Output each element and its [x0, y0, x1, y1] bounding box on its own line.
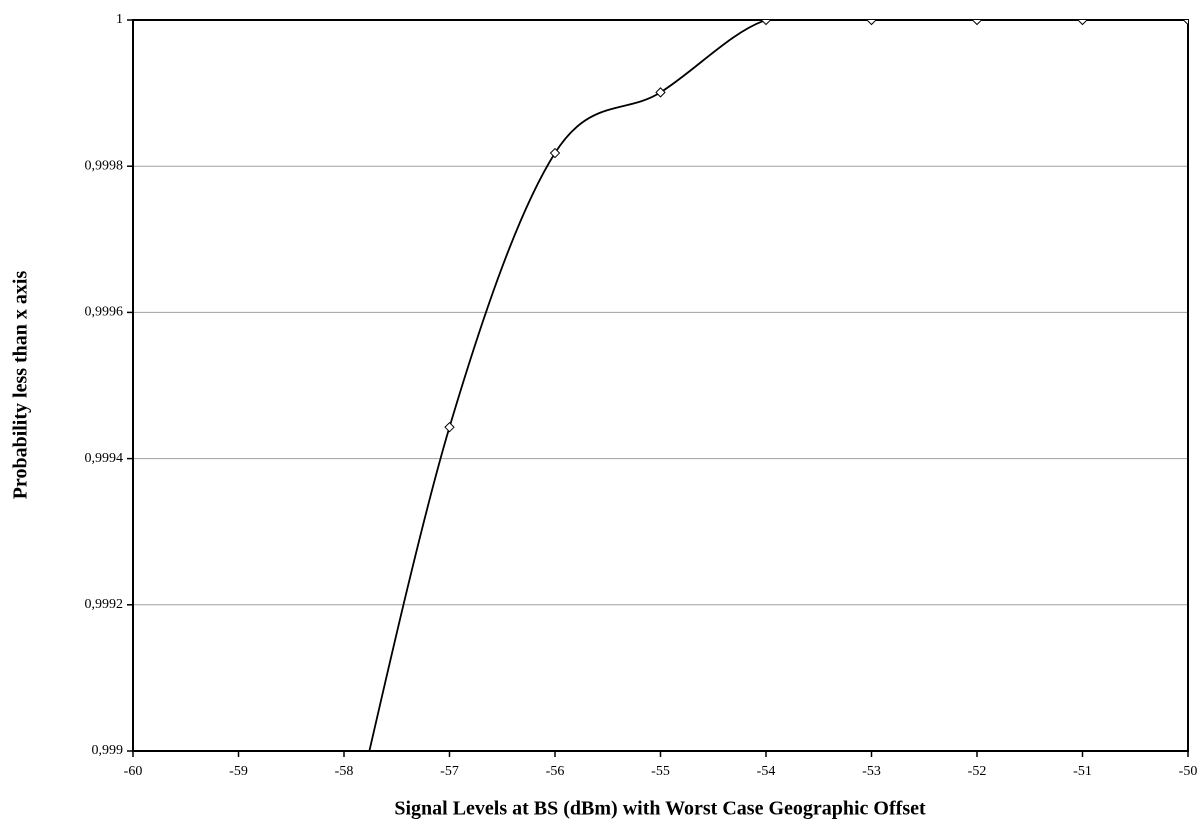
- x-tick-label: -50: [1179, 764, 1198, 779]
- data-point: [444, 421, 455, 433]
- x-tick-label: -53: [862, 764, 881, 779]
- data-point: [1077, 20, 1088, 26]
- x-tick-label: -58: [335, 764, 354, 779]
- plot-area: [368, 20, 1188, 751]
- data-point: [655, 87, 666, 98]
- y-tick-label: 0,9998: [85, 158, 124, 173]
- y-tick-label: 0,9996: [85, 305, 124, 320]
- x-tick-label: -59: [229, 764, 248, 779]
- x-tick-label: -51: [1073, 764, 1092, 779]
- data-point: [549, 147, 561, 159]
- data-point: [760, 20, 772, 26]
- x-tick-label: -60: [124, 764, 143, 779]
- data-point: [971, 20, 983, 26]
- x-tick-label: -57: [440, 764, 459, 779]
- plot-frame: [132, 19, 1189, 752]
- x-axis-title: Signal Levels at BS (dBm) with Worst Cas…: [394, 798, 926, 820]
- x-tick-label: -52: [968, 764, 987, 779]
- x-tick-label: -55: [651, 764, 670, 779]
- data-point: [866, 20, 877, 26]
- y-tick-label: 0,9992: [85, 597, 124, 612]
- series-line: [368, 20, 1188, 751]
- y-tick-label: 0,9994: [85, 451, 124, 466]
- y-tick-label: 0,999: [92, 743, 124, 758]
- y-axis-title: Probability less than x axis: [10, 271, 32, 500]
- x-tick-label: -54: [757, 764, 776, 779]
- x-tick-label: -56: [546, 764, 565, 779]
- data-point: [1182, 20, 1188, 26]
- y-tick-label: 1: [116, 12, 123, 27]
